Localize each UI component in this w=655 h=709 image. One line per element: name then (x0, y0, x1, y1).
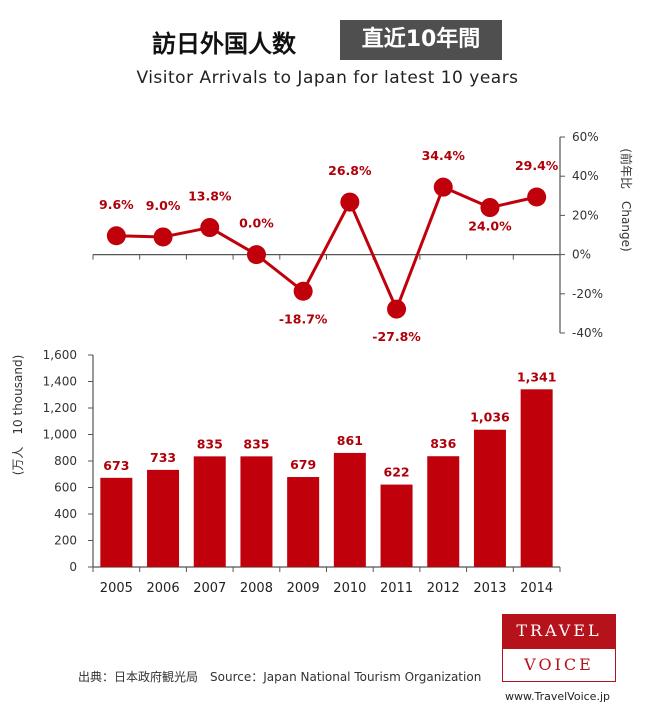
bar (287, 477, 320, 567)
x-tick-label: 2012 (427, 581, 460, 596)
bar (240, 456, 273, 567)
data-label: -27.8% (372, 329, 421, 344)
bar (380, 484, 413, 567)
y-tick-label: 1,400 (43, 375, 77, 389)
data-point (200, 218, 220, 238)
change-line-chart: 60% 40% 20% 0% -20% -40% (前年比 Change) 9.6% 9.0% 1… (92, 130, 634, 344)
bar-value-label: 861 (337, 433, 363, 448)
y-tick-label: 400 (54, 507, 77, 521)
title-badge: 直近10年間 (340, 20, 502, 60)
data-label: 24.0% (468, 219, 512, 234)
source-note: 出典：日本政府観光局 Source：Japan National Tourism… (78, 670, 482, 684)
data-point (527, 187, 547, 207)
bar-value-label: 622 (384, 465, 410, 480)
bar (147, 469, 180, 567)
data-label: 29.4% (515, 158, 559, 173)
x-tick-label: 2011 (380, 581, 413, 596)
y-tick-label: -40% (572, 326, 603, 340)
bar-value-label: 835 (243, 436, 269, 451)
travel-voice-logo[interactable]: TRAVEL VOICE (502, 614, 616, 682)
x-tick-label: 2006 (147, 581, 180, 596)
site-url-link[interactable]: www.TravelVoice.jp (505, 690, 610, 703)
logo-travel-text: TRAVEL (502, 614, 616, 648)
x-tick-label: 2013 (473, 581, 506, 596)
bar-value-label: 1,341 (517, 369, 557, 384)
logo-voice-text: VOICE (502, 648, 616, 682)
data-label: 26.8% (328, 163, 372, 178)
data-point (480, 198, 500, 218)
y-tick-label: 0 (69, 560, 77, 574)
bar (100, 477, 133, 567)
y-tick-label: 0% (572, 248, 591, 262)
y-tick-label: 60% (572, 130, 599, 144)
data-point (340, 192, 360, 212)
data-label: 34.4% (422, 148, 466, 163)
y-tick-label: 1,000 (43, 428, 77, 442)
x-tick-label: 2010 (333, 581, 366, 596)
bar (473, 429, 506, 567)
x-tick-label: 2005 (100, 581, 133, 596)
bar-value-label: 679 (290, 457, 316, 472)
data-point (153, 227, 173, 247)
chart-subtitle: Visitor Arrivals to Japan for latest 10 … (136, 68, 519, 88)
y-tick-label: 800 (54, 454, 77, 468)
y-tick-label: 1,200 (43, 401, 77, 415)
bar (427, 456, 460, 567)
data-label: -18.7% (279, 311, 328, 326)
bar-value-label: 733 (150, 450, 176, 465)
arrivals-bar-chart: 0 200 400 600 800 1,000 1,200 1,400 1,600 (万人 10 … (11, 348, 561, 596)
y-tick-label: 600 (54, 481, 77, 495)
bar (193, 456, 226, 567)
y-axis-label: (前年比 Change) (619, 148, 634, 251)
chart-title: 訪日外国人数 (152, 30, 296, 58)
y-tick-label: 200 (54, 534, 77, 548)
bar-value-label: 835 (197, 436, 223, 451)
y-axis-label: (万人 10 thousand) (11, 355, 25, 476)
bar (333, 452, 366, 567)
bar-value-label: 673 (103, 458, 129, 473)
x-tick-label: 2007 (193, 581, 226, 596)
y-tick-label: 1,600 (43, 348, 77, 362)
data-label: 9.0% (146, 198, 181, 213)
data-point (387, 299, 407, 319)
data-label: 9.6% (99, 197, 134, 212)
bar-value-label: 836 (430, 436, 456, 451)
data-label: 0.0% (239, 216, 274, 231)
bar-value-label: 1,036 (470, 410, 510, 425)
bar (520, 389, 553, 567)
series-line (116, 185, 537, 311)
title-row: 訪日外国人数 直近10年間 (0, 18, 655, 60)
data-label: 13.8% (188, 189, 232, 204)
x-tick-label: 2014 (520, 581, 553, 596)
data-point (433, 177, 453, 197)
y-tick-label: 20% (572, 208, 599, 222)
x-tick-label: 2008 (240, 581, 273, 596)
data-point (293, 281, 313, 301)
x-tick-label: 2009 (287, 581, 320, 596)
data-point (106, 226, 126, 246)
data-point (246, 245, 266, 265)
y-tick-label: 40% (572, 169, 599, 183)
y-tick-label: -20% (572, 287, 603, 301)
